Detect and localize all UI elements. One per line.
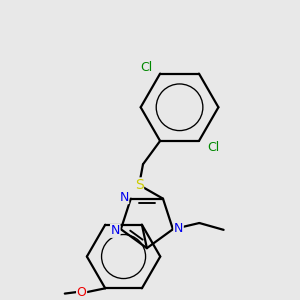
Text: N: N (111, 224, 120, 237)
Text: Cl: Cl (207, 141, 219, 154)
Text: N: N (119, 190, 129, 204)
Text: O: O (77, 286, 86, 298)
Text: N: N (174, 222, 183, 235)
Text: Cl: Cl (140, 61, 152, 74)
Text: S: S (135, 178, 143, 192)
